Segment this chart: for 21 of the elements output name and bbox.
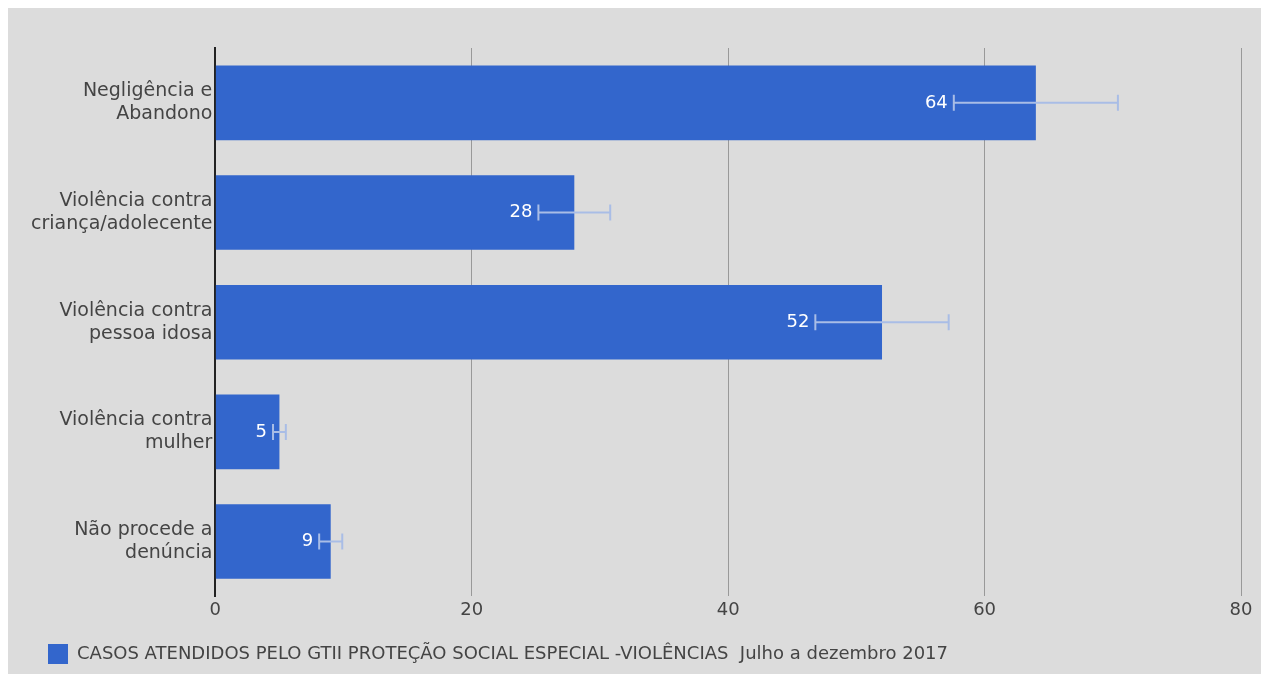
x-tick-label: 60: [973, 597, 997, 619]
bar: [215, 284, 883, 360]
bar: [215, 175, 575, 250]
x-tick-label: 80: [1229, 597, 1253, 619]
data-label: 5: [255, 419, 268, 441]
y-tick-label: Violência contra criança/adolecente: [31, 188, 213, 233]
data-label: 52: [786, 309, 810, 331]
data-label: 28: [509, 200, 533, 222]
data-label: 9: [301, 529, 314, 551]
y-tick-label: Violência contra pessoa idosa: [59, 297, 213, 343]
x-tick-label: 0: [209, 597, 222, 619]
legend-label: CASOS ATENDIDOS PELO GTII PROTEÇÃO SOCIAL ESPECIAL -VIOLÊNCIAS Julho a dezembro 2017: [77, 641, 949, 663]
x-tick-label: 40: [716, 597, 740, 619]
bar: [215, 65, 1036, 141]
bar: [215, 394, 280, 470]
y-tick-label: Negligência e Abandono: [82, 78, 213, 124]
y-tick-label: Não procede a denúncia: [74, 517, 213, 562]
y-tick-label: Violência contra mulher: [59, 407, 213, 453]
x-tick-label: 20: [460, 597, 484, 619]
bar: [215, 504, 331, 579]
data-label: 64: [924, 90, 948, 112]
